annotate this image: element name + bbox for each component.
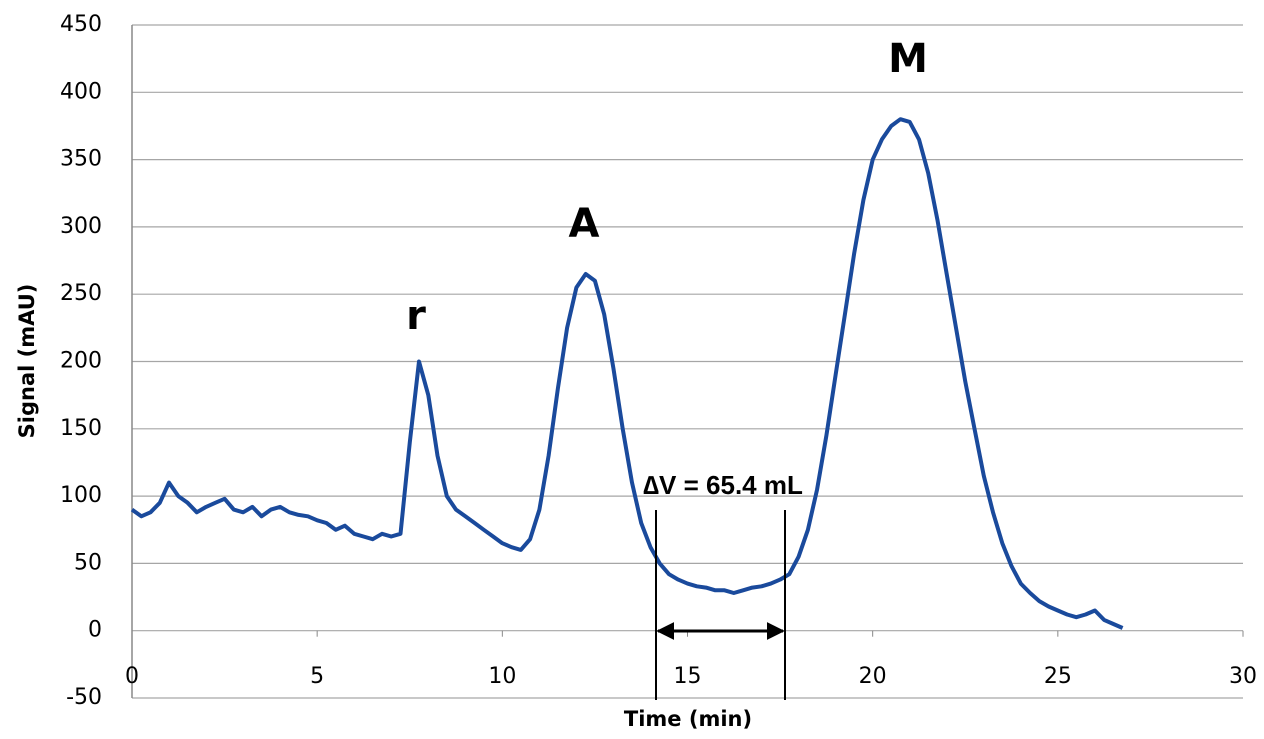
y-tick-label: 300	[60, 214, 102, 239]
y-axis-title: Signal (mAU)	[15, 284, 39, 439]
y-tick-label: 200	[60, 349, 102, 374]
delta-v-label: ∆V = 65.4 mL	[643, 470, 803, 500]
peak-label: M	[888, 36, 928, 82]
y-tick-label: 100	[60, 483, 102, 508]
y-tick-label: 150	[60, 416, 102, 441]
peak-label: A	[569, 201, 600, 247]
y-tick-label: -50	[66, 685, 102, 710]
peak-label: r	[406, 293, 426, 339]
x-tick-label: 0	[125, 664, 139, 689]
y-tick-label: 450	[60, 12, 102, 37]
x-axis-title: Time (min)	[624, 707, 752, 731]
y-tick-label: 0	[88, 618, 102, 643]
x-tick-label: 25	[1044, 664, 1072, 689]
x-tick-label: 10	[488, 664, 516, 689]
x-tick-label: 30	[1229, 664, 1257, 689]
y-tick-label: 400	[60, 79, 102, 104]
y-tick-label: 250	[60, 281, 102, 306]
signal-line	[130, 117, 1124, 630]
y-tick-label: 350	[60, 147, 102, 172]
y-tick-label: 50	[74, 550, 102, 575]
x-tick-label: 15	[674, 664, 702, 689]
x-tick-label: 20	[859, 664, 887, 689]
x-tick-label: 5	[310, 664, 324, 689]
